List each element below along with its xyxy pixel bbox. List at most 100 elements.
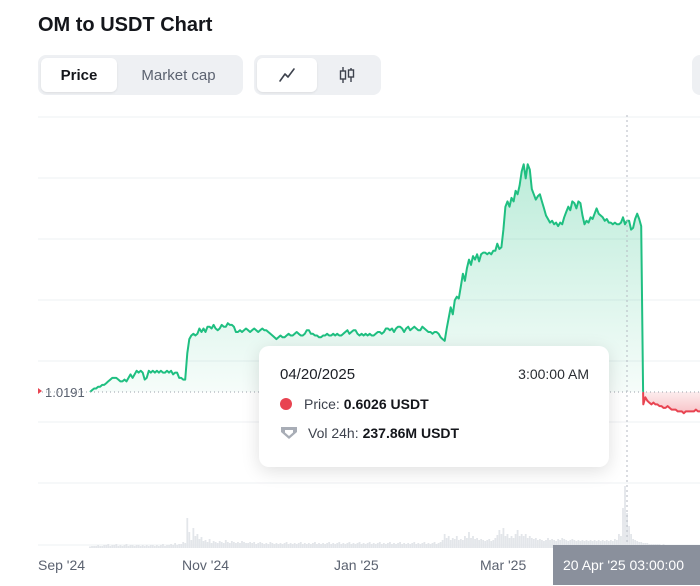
volume-bar [419, 544, 422, 548]
volume-bar [255, 544, 258, 548]
volume-bar [334, 544, 337, 548]
tooltip-price-row: Price: 0.6026 USDT [280, 396, 589, 412]
volume-bar [429, 544, 432, 548]
volume-icon [281, 427, 297, 439]
volume-bar [565, 540, 568, 548]
volume-bar [445, 538, 448, 548]
volume-bar [634, 540, 637, 548]
volume-bar [354, 544, 357, 548]
volume-bar [530, 538, 533, 548]
tooltip-price-label: Price: [304, 396, 340, 412]
volume-bar [551, 539, 553, 548]
volume-bar [378, 542, 381, 548]
volume-bar [488, 539, 491, 548]
tab-price[interactable]: Price [41, 58, 117, 92]
volume-bar [147, 546, 150, 548]
volume-bar [478, 540, 481, 548]
volume-bar [403, 543, 406, 548]
volume-bar [587, 541, 590, 548]
volume-bar [583, 541, 586, 548]
volume-bar [326, 543, 329, 548]
volume-bar [520, 534, 523, 548]
tooltip-volume-label: Vol 24h: [308, 425, 359, 441]
volume-bar [117, 546, 120, 548]
volume-bar [309, 544, 312, 548]
volume-bar [153, 546, 156, 548]
volume-bar [273, 544, 276, 548]
volume-bar [480, 539, 483, 548]
volume-bar [265, 543, 268, 548]
volume-bar [366, 543, 369, 548]
volume-bar [299, 542, 302, 548]
volume-bar [401, 544, 403, 548]
volume-bar [342, 543, 345, 548]
volume-bar [158, 546, 160, 548]
volume-bar [541, 540, 543, 548]
volume-bar [431, 543, 434, 548]
volume-bar [616, 540, 618, 548]
volume-bar [461, 540, 464, 548]
volume-bar [119, 545, 122, 548]
volume-bar [109, 546, 112, 548]
volume-bar [387, 543, 389, 548]
volume-bar [500, 534, 503, 548]
volume-bar [411, 543, 414, 548]
volume-bar [247, 543, 249, 548]
volume-bar [281, 544, 284, 548]
price-line-up [89, 163, 645, 393]
volume-bar [176, 545, 179, 548]
volume-bar [506, 534, 509, 548]
volume-bar [164, 546, 166, 548]
volume-bar [595, 541, 598, 548]
tooltip-price-value: 0.6026 USDT [343, 396, 429, 412]
volume-bar [545, 540, 547, 548]
volume-bar [417, 543, 420, 548]
volume-bar [482, 540, 485, 548]
volume-bar [322, 543, 324, 548]
volume-bar [220, 542, 223, 548]
volume-bar [101, 546, 104, 548]
volume-bar [620, 536, 622, 548]
volume-bar [518, 536, 521, 548]
line-chart-button[interactable] [257, 58, 317, 92]
volume-bar [129, 545, 132, 548]
volume-bar [340, 544, 343, 548]
volume-bar [93, 546, 95, 548]
volume-bar [133, 546, 136, 548]
volume-bar [476, 538, 478, 548]
volume-bar [474, 539, 476, 548]
volume-bar [204, 540, 207, 548]
volume-bar [194, 536, 197, 548]
volume-bar [409, 544, 412, 548]
volume-bar [186, 518, 189, 548]
volume-bar [543, 541, 545, 548]
volume-bar [449, 540, 452, 548]
side-toggle[interactable] [692, 55, 700, 95]
volume-bar [613, 539, 616, 548]
volume-bar [182, 542, 185, 548]
volume-bar [172, 545, 174, 548]
price-tooltip: 04/20/2025 3:00:00 AM Price: 0.6026 USDT… [259, 346, 609, 467]
volume-bar [275, 543, 278, 548]
volume-bar [239, 543, 241, 548]
volume-bar [589, 540, 592, 548]
volume-bar [555, 541, 558, 548]
volume-bar [599, 541, 602, 548]
volume-bar [224, 540, 227, 548]
volume-bar [97, 545, 100, 548]
volume-bar [328, 542, 331, 548]
tab-market-cap[interactable]: Market cap [141, 66, 216, 84]
x-tick-label: Jan '25 [334, 557, 379, 573]
volume-bar [528, 536, 531, 548]
volume-bar [283, 543, 286, 548]
volume-bar [141, 545, 144, 548]
volume-bar [569, 540, 572, 548]
volume-bar [346, 543, 349, 548]
price-dot-icon [280, 398, 292, 410]
candlestick-icon [339, 67, 355, 83]
volume-bar [230, 541, 233, 548]
candlestick-button[interactable] [317, 58, 377, 92]
volume-bar [190, 540, 193, 548]
volume-bar [577, 540, 580, 548]
